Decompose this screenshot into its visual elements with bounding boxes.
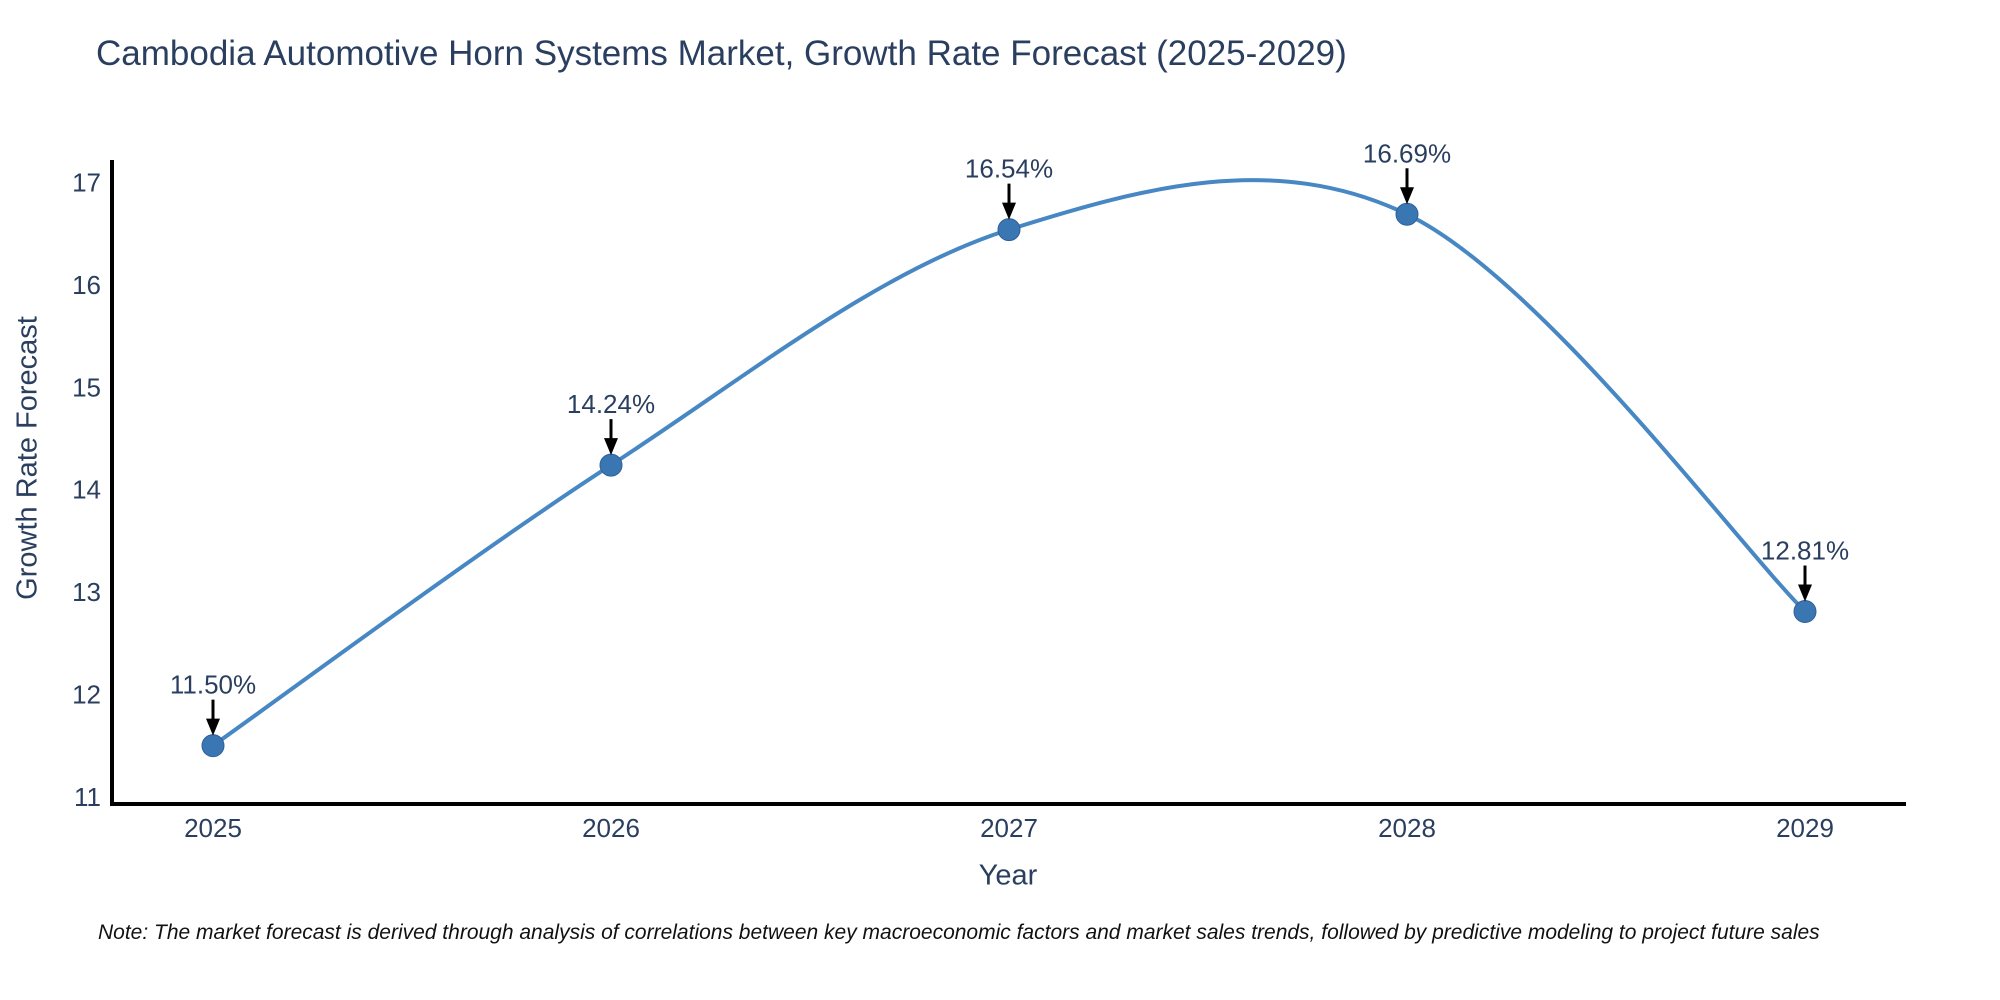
annotation-arrowhead [206, 718, 220, 736]
x-tick-label: 2028 [1378, 813, 1436, 843]
annotation-2025: 11.50% [170, 670, 256, 736]
annotation-2026: 14.24% [567, 389, 655, 456]
trend-line [211, 178, 1807, 748]
x-axis-title: Year [978, 859, 1038, 892]
footnote: Note: The market forecast is derived thr… [98, 921, 1820, 944]
annotation-2027: 16.54% [965, 154, 1053, 220]
x-tick-label: 2026 [582, 813, 640, 843]
y-tick-label: 13 [72, 577, 101, 607]
data-point-2025[interactable] [201, 734, 225, 758]
annotation-arrowhead [1400, 187, 1414, 205]
y-tick-label: 17 [72, 168, 101, 198]
data-point-2026[interactable] [599, 453, 623, 477]
x-tick-label: 2027 [980, 813, 1038, 843]
annotation-label: 16.69% [1363, 138, 1451, 168]
y-tick-label: 11 [74, 782, 101, 812]
y-tick-label: 16 [72, 270, 101, 300]
chart-title: Cambodia Automotive Horn Systems Market,… [96, 34, 1347, 73]
y-tick-label: 15 [72, 372, 101, 402]
data-point-2027[interactable] [997, 218, 1021, 242]
annotation-arrowhead [604, 438, 618, 456]
y-axis: 11 12 13 14 15 16 17 [72, 168, 101, 812]
y-tick-label: 14 [72, 475, 101, 505]
annotation-label: 14.24% [567, 389, 655, 419]
annotation-label: 11.50% [170, 670, 256, 700]
annotation-arrowhead [1002, 202, 1016, 220]
data-point-2028[interactable] [1395, 202, 1419, 226]
annotation-label: 12.81% [1761, 536, 1849, 566]
x-tick-label: 2029 [1776, 813, 1834, 843]
x-tick-label: 2025 [184, 813, 242, 843]
y-tick-label: 12 [72, 679, 101, 709]
annotation-arrowhead [1798, 584, 1812, 602]
x-axis: 2025 2026 2027 2028 2029 [184, 813, 1834, 843]
annotation-label: 16.54% [965, 154, 1053, 184]
annotation-2028: 16.69% [1363, 138, 1451, 205]
annotation-2029: 12.81% [1761, 536, 1849, 602]
data-point-2029[interactable] [1793, 600, 1817, 624]
